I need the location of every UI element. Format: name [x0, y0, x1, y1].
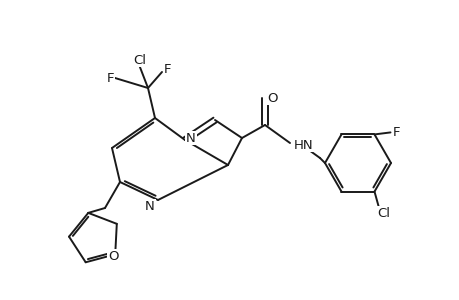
Text: F: F [164, 62, 171, 76]
Text: F: F [107, 71, 114, 85]
Text: O: O [108, 250, 118, 263]
Text: N: N [145, 200, 155, 212]
Text: O: O [267, 92, 278, 104]
Text: Cl: Cl [133, 53, 146, 67]
Text: Cl: Cl [376, 207, 389, 220]
Text: HN: HN [293, 139, 313, 152]
Text: F: F [392, 126, 399, 139]
Text: N: N [186, 131, 196, 145]
